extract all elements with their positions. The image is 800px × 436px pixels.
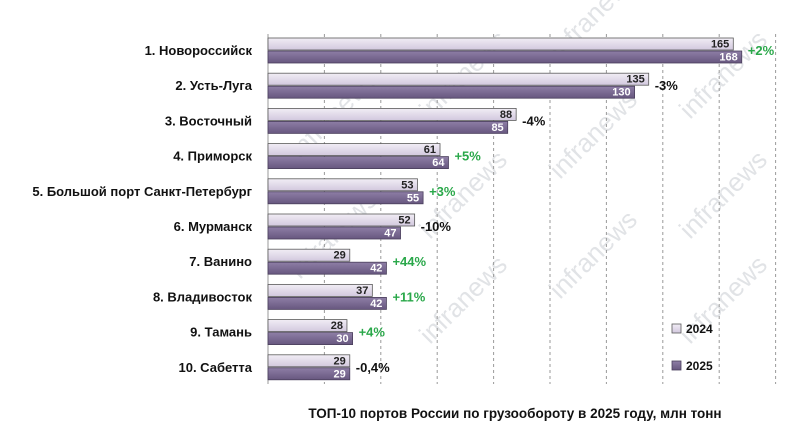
bar-2024 bbox=[267, 37, 734, 51]
legend-2024-label: 2024 bbox=[686, 322, 713, 336]
value-label-2024: 61 bbox=[424, 144, 436, 156]
value-label-2024: 29 bbox=[334, 355, 346, 367]
value-label-2025: 168 bbox=[719, 52, 737, 64]
category-label: 7. Ванино bbox=[189, 254, 252, 269]
change-label: -0,4% bbox=[356, 360, 390, 375]
category-label: 3. Восточный bbox=[165, 113, 252, 128]
bar-2024 bbox=[267, 248, 351, 262]
bars-layer bbox=[267, 37, 743, 381]
bar-2025 bbox=[267, 226, 401, 240]
value-label-2024: 28 bbox=[331, 320, 343, 332]
change-label: +11% bbox=[392, 289, 425, 304]
bar-2025 bbox=[267, 121, 509, 134]
change-label: +3% bbox=[429, 184, 456, 199]
bar-2024 bbox=[267, 319, 348, 333]
category-label: 9. Тамань bbox=[190, 325, 252, 340]
bar-2024 bbox=[267, 213, 416, 227]
category-label: 2. Усть-Луга bbox=[175, 78, 252, 93]
value-label-2025: 30 bbox=[336, 333, 348, 345]
change-label: -3% bbox=[655, 78, 679, 93]
watermark-text: infranews bbox=[413, 249, 513, 349]
value-label-2025: 47 bbox=[384, 228, 396, 240]
category-label: 1. Новороссийск bbox=[145, 43, 253, 58]
watermark-text: infranews bbox=[543, 84, 643, 184]
value-label-2024: 29 bbox=[334, 250, 346, 262]
value-label-2025: 85 bbox=[491, 122, 503, 134]
change-label: -4% bbox=[522, 113, 546, 128]
bar-2024 bbox=[267, 178, 418, 192]
category-label: 4. Приморск bbox=[173, 149, 252, 164]
bar-2025 bbox=[267, 261, 387, 275]
bar-2024 bbox=[267, 143, 441, 157]
legend-2025-swatch bbox=[671, 360, 682, 371]
bar-2025 bbox=[267, 332, 353, 346]
bar-2024 bbox=[267, 72, 650, 86]
category-label: 6. Мурманск bbox=[174, 219, 253, 234]
bar-2025 bbox=[267, 367, 351, 381]
value-label-2024: 37 bbox=[356, 285, 368, 297]
bar-2024 bbox=[267, 354, 351, 368]
bar-2025 bbox=[267, 191, 424, 205]
value-label-2024: 165 bbox=[711, 39, 729, 51]
value-label-2024: 53 bbox=[401, 179, 413, 191]
legend: 2024 2025 bbox=[671, 322, 713, 373]
category-label: 8. Владивосток bbox=[153, 289, 253, 304]
change-label: +4% bbox=[359, 325, 386, 340]
change-label: +5% bbox=[454, 149, 481, 164]
category-label: 10. Сабетта bbox=[178, 360, 252, 375]
watermark-text: infranews bbox=[543, 204, 643, 304]
legend-2025-label: 2025 bbox=[686, 359, 713, 373]
chart-title: ТОП-10 портов России по грузообороту в 2… bbox=[308, 406, 721, 421]
bar-2025 bbox=[267, 50, 743, 64]
value-label-2025: 29 bbox=[334, 368, 346, 380]
value-label-2025: 55 bbox=[407, 192, 419, 204]
bar-2024 bbox=[267, 283, 373, 297]
value-label-2025: 64 bbox=[432, 157, 445, 169]
value-label-2024: 88 bbox=[500, 109, 512, 121]
bar-2025 bbox=[267, 85, 636, 99]
bar-2025 bbox=[267, 156, 449, 170]
category-label: 5. Большой порт Санкт-Петербург bbox=[32, 184, 252, 199]
change-label: +2% bbox=[748, 43, 775, 58]
watermark-text: infranews bbox=[673, 144, 773, 244]
change-label: +44% bbox=[392, 254, 426, 269]
value-label-2024: 52 bbox=[398, 215, 410, 227]
change-label: -10% bbox=[421, 219, 452, 234]
bar-2024 bbox=[267, 108, 517, 121]
value-label-2024: 135 bbox=[626, 74, 644, 86]
value-label-2025: 130 bbox=[612, 87, 630, 99]
value-label-2025: 42 bbox=[370, 263, 382, 275]
bar-2025 bbox=[267, 296, 387, 310]
value-label-2025: 42 bbox=[370, 298, 382, 310]
legend-2024-swatch bbox=[671, 323, 682, 334]
